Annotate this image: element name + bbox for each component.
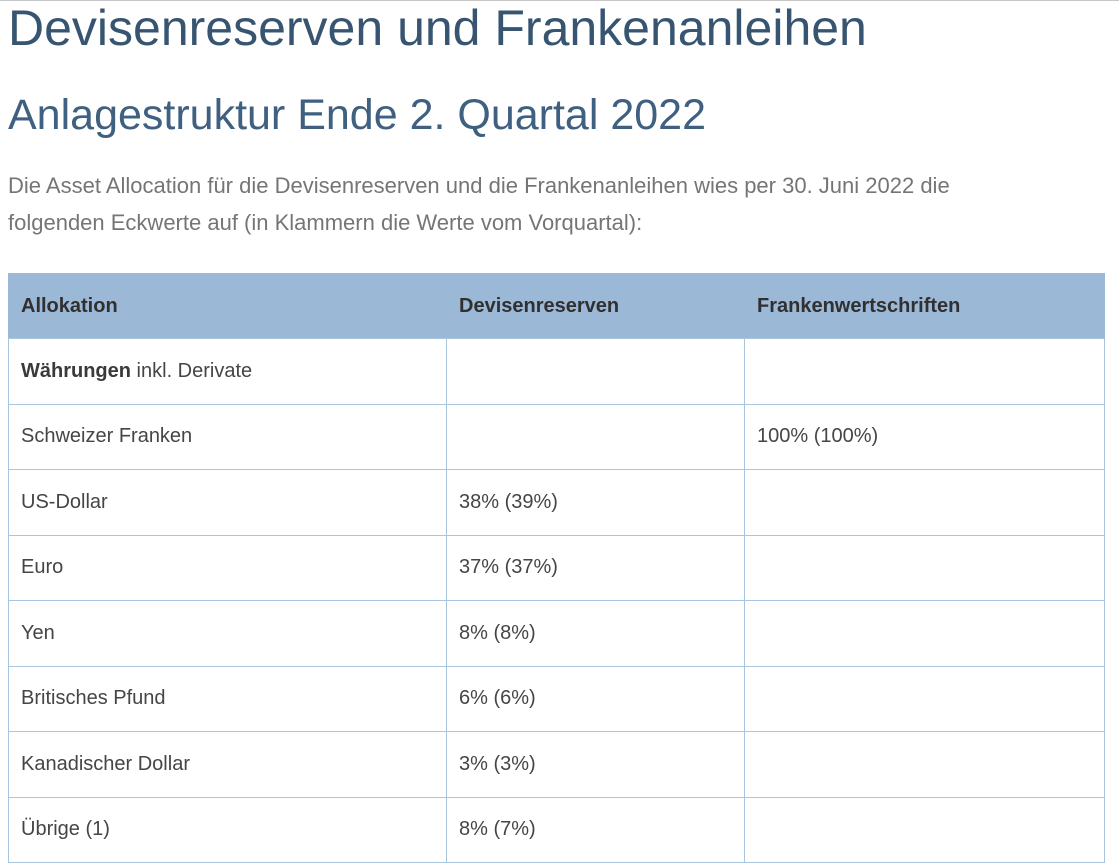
- cell-frankenwertschriften: [744, 731, 1105, 798]
- row-label: Währungen inkl. Derivate: [8, 338, 447, 405]
- table-header: Allokation Devisenreserven Frankenwertsc…: [8, 273, 1105, 339]
- cell-frankenwertschriften: [744, 534, 1105, 601]
- row-label: Kanadischer Dollar: [8, 731, 447, 798]
- cell-frankenwertschriften: [744, 469, 1105, 536]
- table-row: Übrige (1) 8% (7%): [8, 796, 1105, 863]
- cell-frankenwertschriften: [744, 600, 1105, 667]
- row-label: US-Dollar: [8, 469, 447, 536]
- row-label-rest: inkl. Derivate: [131, 359, 253, 382]
- cell-devisenreserven: 3% (3%): [446, 731, 745, 798]
- cell-devisenreserven: [446, 403, 745, 470]
- cell-frankenwertschriften: [744, 338, 1105, 405]
- column-header-allokation: Allokation: [8, 273, 447, 339]
- table-row: Britisches Pfund 6% (6%): [8, 665, 1105, 732]
- table-row: Yen 8% (8%): [8, 600, 1105, 667]
- row-label-bold: Währungen: [21, 359, 131, 382]
- cell-devisenreserven: 37% (37%): [446, 534, 745, 601]
- page-title: Devisenreserven und Frankenanleihen: [8, 0, 867, 56]
- column-header-frankenwertschriften: Frankenwertschriften: [744, 273, 1105, 339]
- row-label: Übrige (1): [8, 796, 447, 863]
- intro-paragraph: Die Asset Allocation für die Devisenrese…: [8, 173, 950, 235]
- cell-devisenreserven: 8% (8%): [446, 600, 745, 667]
- table-row: Euro 37% (37%): [8, 534, 1105, 601]
- cell-frankenwertschriften: [744, 665, 1105, 732]
- row-label: Euro: [8, 534, 447, 601]
- cell-devisenreserven: 38% (39%): [446, 469, 745, 536]
- cell-frankenwertschriften: 100% (100%): [744, 403, 1105, 470]
- table-row: Schweizer Franken 100% (100%): [8, 403, 1105, 470]
- table-row: Währungen inkl. Derivate: [8, 338, 1105, 405]
- row-label: Yen: [8, 600, 447, 667]
- table-row: Kanadischer Dollar 3% (3%): [8, 731, 1105, 798]
- column-header-devisenreserven: Devisenreserven: [446, 273, 745, 339]
- table-header-row: Allokation Devisenreserven Frankenwertsc…: [8, 273, 1105, 339]
- row-label: Britisches Pfund: [8, 665, 447, 732]
- cell-devisenreserven: 8% (7%): [446, 796, 745, 863]
- allocation-table: Allokation Devisenreserven Frankenwertsc…: [8, 273, 1105, 863]
- cell-devisenreserven: 6% (6%): [446, 665, 745, 732]
- table-body: Währungen inkl. Derivate Schweizer Frank…: [8, 338, 1105, 863]
- cell-frankenwertschriften: [744, 796, 1105, 863]
- row-label: Schweizer Franken: [8, 403, 447, 470]
- page-subtitle: Anlagestruktur Ende 2. Quartal 2022: [8, 91, 706, 139]
- table-row: US-Dollar 38% (39%): [8, 469, 1105, 536]
- cell-devisenreserven: [446, 338, 745, 405]
